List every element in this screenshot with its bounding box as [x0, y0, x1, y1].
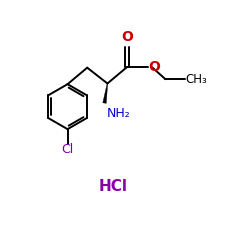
Text: O: O: [121, 30, 133, 44]
Text: CH₃: CH₃: [186, 73, 208, 86]
Text: HCl: HCl: [98, 178, 127, 194]
Text: NH₂: NH₂: [106, 108, 130, 120]
Polygon shape: [103, 84, 108, 103]
Text: O: O: [148, 60, 160, 74]
Text: Cl: Cl: [61, 143, 73, 156]
